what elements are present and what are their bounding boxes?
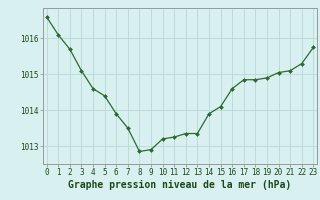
- X-axis label: Graphe pression niveau de la mer (hPa): Graphe pression niveau de la mer (hPa): [68, 180, 292, 190]
